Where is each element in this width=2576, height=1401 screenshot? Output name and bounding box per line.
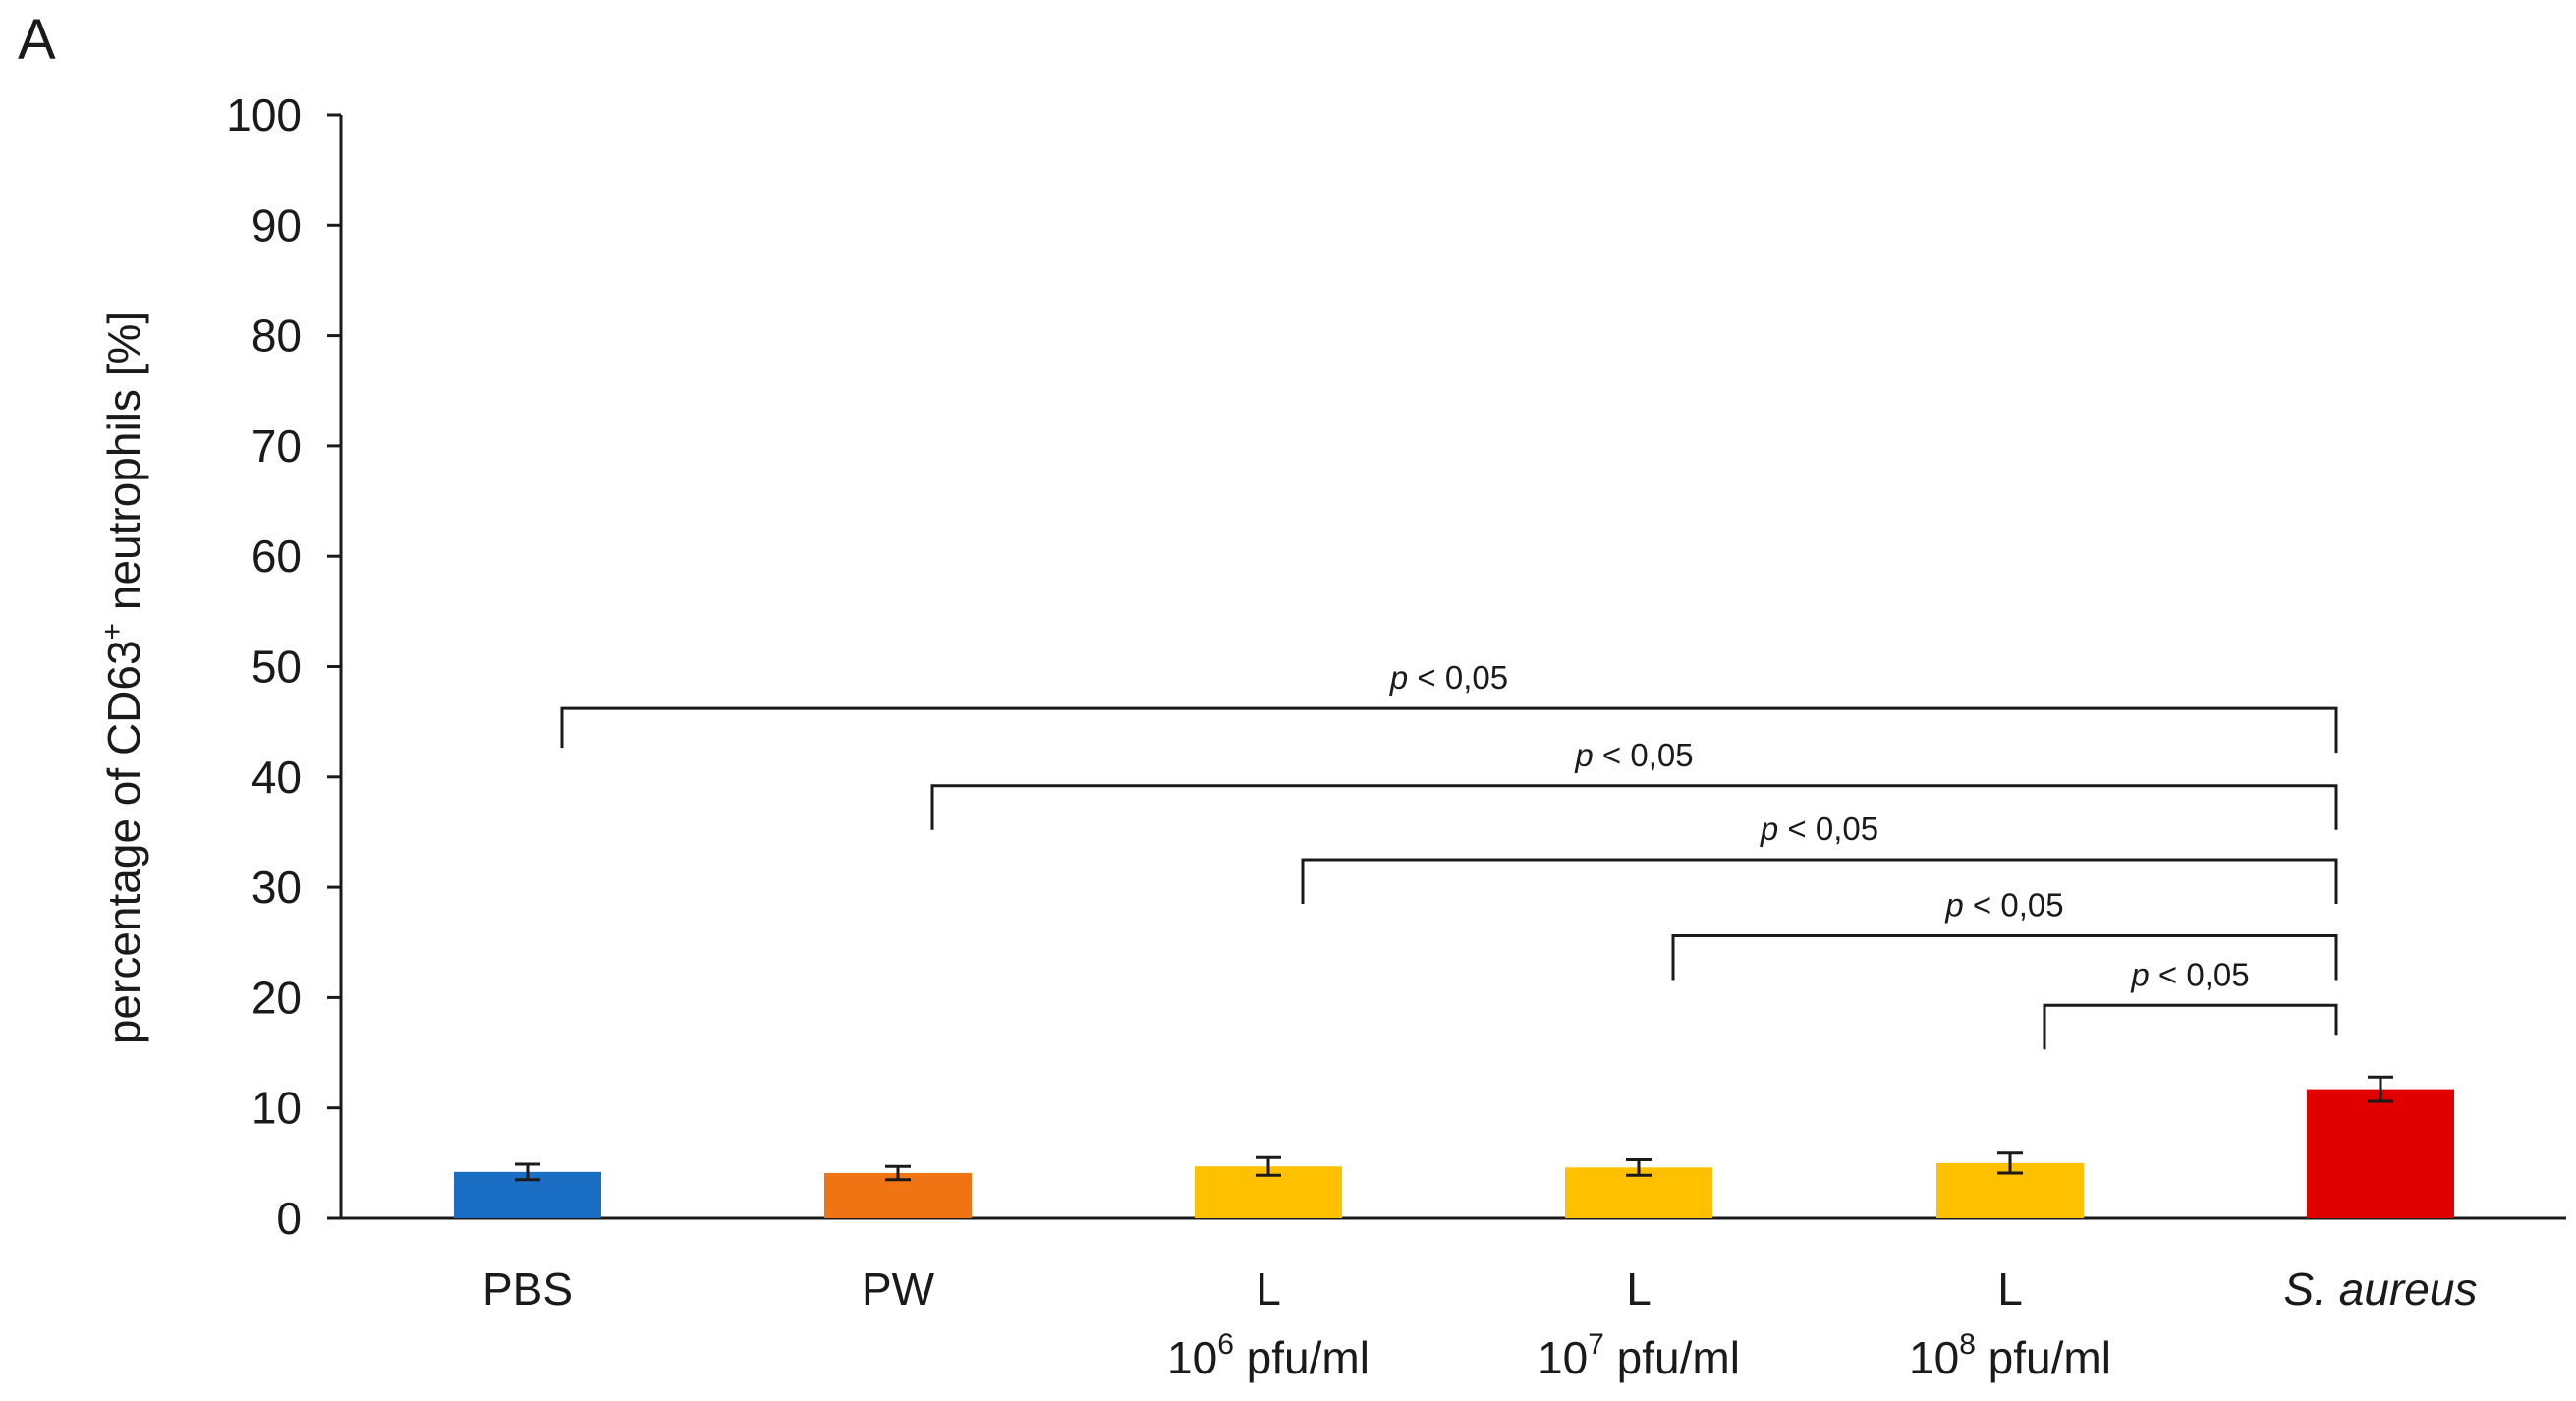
y-tick-label: 90 bbox=[252, 199, 302, 251]
concentration-base: 10 bbox=[1909, 1332, 1959, 1383]
significance-label: p < 0,05 bbox=[2130, 956, 2249, 992]
p-symbol: p bbox=[1574, 737, 1593, 773]
concentration-exponent: 8 bbox=[1959, 1328, 1976, 1361]
p-threshold: < 0,05 bbox=[1594, 737, 1694, 773]
p-threshold: < 0,05 bbox=[1964, 887, 2064, 924]
significance-bracket bbox=[560, 706, 2338, 754]
significance-bracket bbox=[1671, 934, 2338, 981]
x-tick-label-concentration: 106 pfu/ml bbox=[1167, 1328, 1370, 1383]
p-threshold: < 0,05 bbox=[1778, 811, 1878, 847]
significance-label: p < 0,05 bbox=[1389, 659, 1508, 696]
concentration-base: 10 bbox=[1538, 1332, 1588, 1383]
p-threshold: < 0,05 bbox=[1408, 659, 1508, 696]
x-tick-label: L bbox=[1256, 1263, 1281, 1315]
p-symbol: p bbox=[1389, 659, 1408, 696]
y-tick-label: 80 bbox=[252, 310, 302, 362]
significance-label: p < 0,05 bbox=[1944, 887, 2063, 924]
y-axis-title-superscript: + bbox=[96, 623, 129, 641]
significance-bracket bbox=[2043, 1003, 2338, 1050]
p-symbol: p bbox=[2130, 956, 2149, 992]
x-tick-label-concentration: 108 pfu/ml bbox=[1909, 1328, 2111, 1383]
y-tick-label: 20 bbox=[252, 972, 302, 1023]
concentration-unit: pfu/ml bbox=[1234, 1332, 1370, 1383]
x-tick-label-concentration: 107 pfu/ml bbox=[1538, 1328, 1740, 1383]
x-tick-label: S. aureus bbox=[2284, 1263, 2478, 1315]
panel-label: A bbox=[18, 8, 56, 72]
concentration-unit: pfu/ml bbox=[1976, 1332, 2111, 1383]
error-bars bbox=[515, 1075, 2393, 1182]
concentration-unit: pfu/ml bbox=[1604, 1332, 1740, 1383]
significance-bracket bbox=[1301, 858, 2338, 905]
y-tick-label: 10 bbox=[252, 1083, 302, 1134]
x-tick-label: L bbox=[1997, 1263, 2023, 1315]
concentration-exponent: 6 bbox=[1217, 1328, 1234, 1361]
x-tick-label: L bbox=[1626, 1263, 1652, 1315]
y-tick-label: 70 bbox=[252, 420, 302, 472]
concentration-exponent: 7 bbox=[1588, 1328, 1604, 1361]
bars bbox=[454, 1089, 2454, 1218]
x-tick-label: PW bbox=[862, 1263, 935, 1315]
y-axis: 0 10 20 30 40 50 60 70 80 90 100 bbox=[226, 89, 343, 1244]
p-symbol: p bbox=[1944, 887, 1963, 924]
bar bbox=[2307, 1089, 2454, 1218]
y-tick-label: 100 bbox=[226, 89, 302, 140]
significance-bracket bbox=[930, 784, 2338, 830]
y-axis-title: percentage of CD63+ neutrophils [%] bbox=[96, 311, 149, 1044]
p-threshold: < 0,05 bbox=[2150, 956, 2250, 992]
significance-label: p < 0,05 bbox=[1760, 811, 1878, 847]
y-tick-label: 0 bbox=[276, 1193, 302, 1244]
x-tick-label: PBS bbox=[482, 1263, 573, 1315]
y-tick-label: 50 bbox=[252, 642, 302, 693]
y-tick-label: 30 bbox=[252, 862, 302, 913]
y-axis-title-text: percentage of CD63+ neutrophils [%] bbox=[96, 311, 149, 1044]
y-tick-label: 40 bbox=[252, 752, 302, 803]
p-symbol: p bbox=[1760, 811, 1778, 847]
significance-brackets: p < 0,05p < 0,05p < 0,05p < 0,05p < 0,05 bbox=[560, 659, 2338, 1050]
concentration-base: 10 bbox=[1167, 1332, 1217, 1383]
y-axis-title-main: percentage of CD63 bbox=[98, 640, 149, 1044]
y-tick-label: 60 bbox=[252, 531, 302, 582]
y-axis-title-suffix: neutrophils [%] bbox=[98, 311, 149, 623]
significance-label: p < 0,05 bbox=[1574, 737, 1693, 773]
